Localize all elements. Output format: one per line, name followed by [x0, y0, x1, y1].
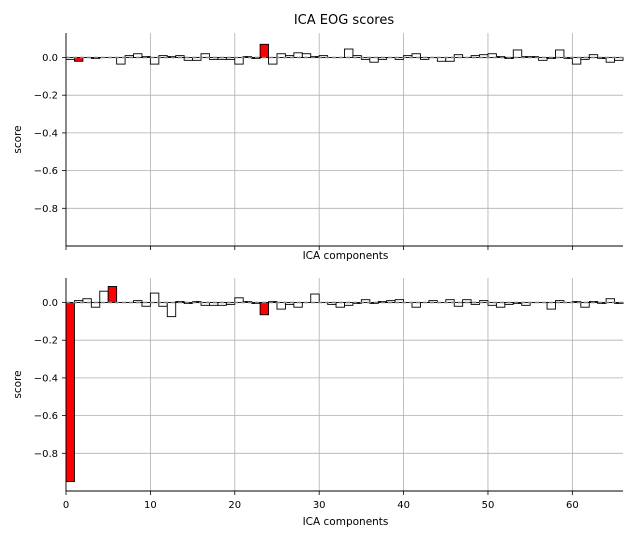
bar-component: [521, 302, 531, 306]
y-axis-label: score: [12, 370, 24, 398]
bar-component: [352, 55, 362, 58]
bar-excluded-component: [107, 286, 118, 303]
bar-component: [116, 57, 126, 65]
y-tick-label: 0.0: [42, 53, 58, 64]
y-tick-label: −0.6: [34, 411, 58, 422]
y-tick-label: −0.8: [34, 204, 58, 215]
panel-bottom: 0 10 20 30 40 50 60 −0.8 −0.6 −0.4 −0.2 0.0 ICA comp…: [12, 278, 624, 528]
y-tick-label: −0.2: [34, 91, 58, 102]
bar-component: [445, 57, 455, 62]
bar-component: [268, 57, 278, 65]
bar-component: [310, 293, 320, 303]
bar-component: [99, 290, 109, 303]
bar-component: [394, 299, 405, 303]
bar-excluded-component: [259, 43, 269, 58]
bar-component: [512, 49, 523, 58]
panel-top: −0.8 −0.6 −0.4 −0.2 0.0 ICA components score: [12, 33, 624, 262]
y-tick-label: −0.2: [34, 336, 58, 347]
y-axis-label: score: [12, 125, 24, 153]
x-axis-label: ICA components: [303, 516, 389, 528]
bar-component: [318, 55, 329, 58]
bar-component: [149, 292, 160, 303]
bar-component: [546, 302, 556, 310]
y-tick-label: −0.6: [34, 166, 58, 177]
x-tick-label: 50: [482, 500, 495, 511]
bar-component: [149, 57, 160, 65]
bar-component: [487, 53, 497, 58]
bar-component: [276, 302, 286, 310]
bar-component: [605, 298, 616, 303]
bar-component: [234, 57, 244, 65]
x-tick-label: 40: [397, 500, 410, 511]
x-tick-label: 10: [144, 500, 157, 511]
bar-component: [344, 48, 354, 58]
bar-component: [571, 57, 582, 65]
bar-excluded-component: [73, 57, 84, 62]
bar-component: [166, 302, 177, 318]
bar-component: [192, 57, 202, 61]
bar-excluded-component: [65, 302, 75, 483]
bar-excluded-component: [259, 302, 269, 316]
x-tick-label: 30: [313, 500, 326, 511]
x-axis-label: ICA components: [303, 250, 389, 262]
figure-title: ICA EOG scores: [294, 13, 395, 28]
x-tick-label: 20: [228, 500, 241, 511]
bar-component: [200, 53, 210, 58]
y-tick-label: −0.4: [34, 128, 58, 139]
x-tick-label: 60: [566, 500, 579, 511]
y-tick-label: −0.4: [34, 373, 58, 384]
y-tick-label: 0.0: [42, 298, 58, 309]
bar-component: [234, 297, 244, 303]
y-tick-label: −0.8: [34, 449, 58, 460]
bar-component: [445, 299, 455, 303]
x-tick-label: 0: [63, 500, 69, 511]
bar-component: [555, 49, 565, 58]
bar-component: [394, 57, 405, 60]
bar-component: [614, 57, 624, 61]
bar-component: [360, 299, 371, 303]
bar-component: [479, 300, 489, 303]
